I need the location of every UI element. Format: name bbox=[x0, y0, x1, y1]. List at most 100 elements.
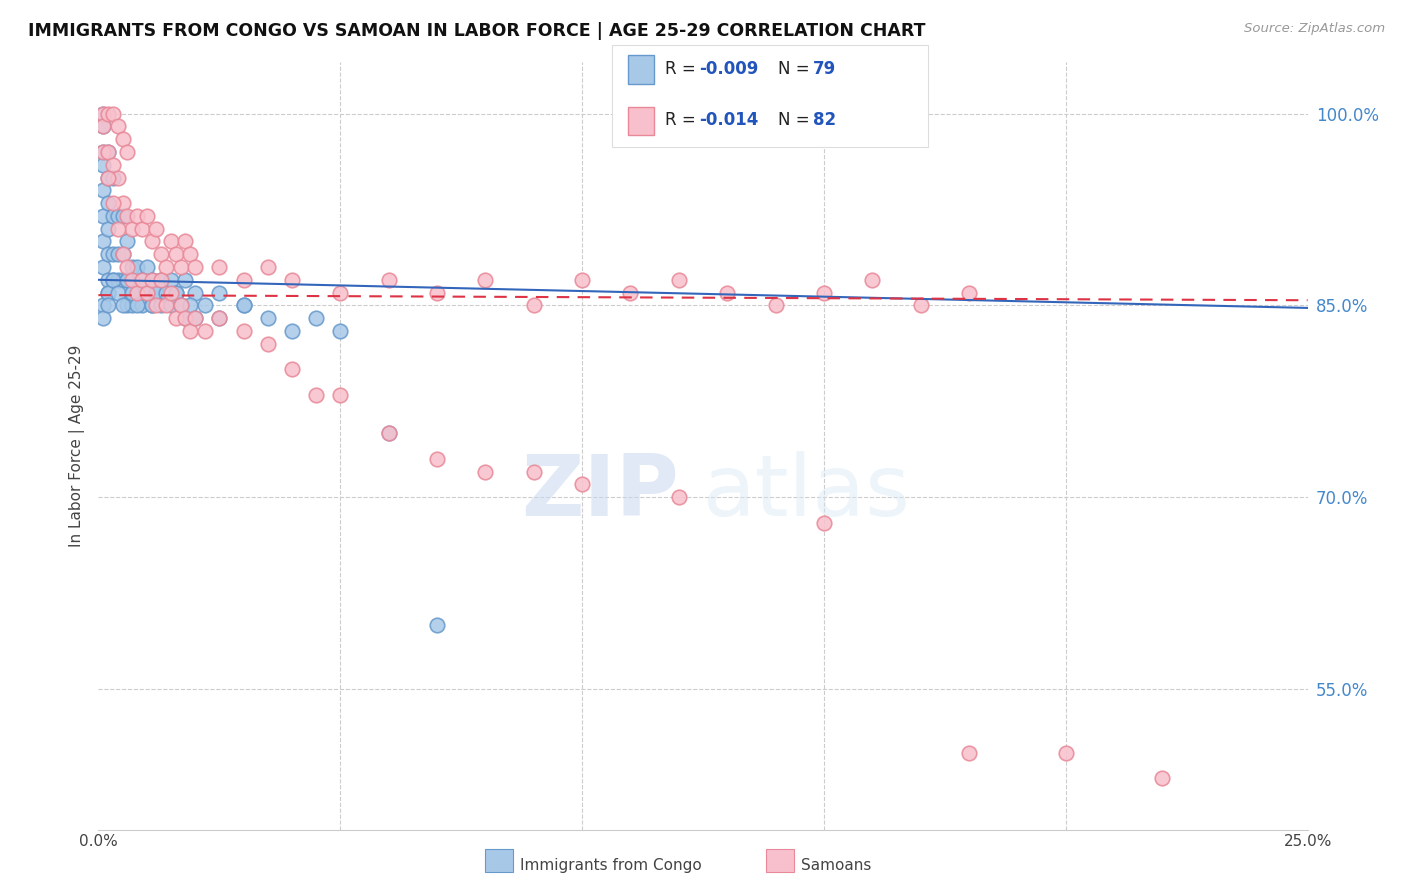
Point bbox=[97, 285, 120, 300]
Text: R =: R = bbox=[665, 60, 702, 78]
Point bbox=[329, 388, 352, 402]
Point bbox=[169, 298, 191, 312]
Y-axis label: In Labor Force | Age 25-29: In Labor Force | Age 25-29 bbox=[69, 345, 84, 547]
Text: IMMIGRANTS FROM CONGO VS SAMOAN IN LABOR FORCE | AGE 25-29 CORRELATION CHART: IMMIGRANTS FROM CONGO VS SAMOAN IN LABOR… bbox=[28, 22, 925, 40]
Point bbox=[131, 273, 153, 287]
Point bbox=[127, 285, 149, 300]
Point bbox=[305, 388, 328, 402]
Point bbox=[165, 285, 187, 300]
Point bbox=[232, 298, 254, 312]
Point bbox=[165, 311, 187, 326]
Point bbox=[208, 311, 231, 326]
Point bbox=[179, 324, 201, 338]
Point bbox=[97, 170, 120, 185]
Point bbox=[127, 285, 149, 300]
Point bbox=[107, 221, 129, 235]
Point bbox=[135, 209, 157, 223]
Point bbox=[97, 247, 120, 261]
Point bbox=[111, 132, 134, 146]
Point bbox=[160, 285, 183, 300]
Point bbox=[101, 170, 124, 185]
Text: 82: 82 bbox=[813, 112, 835, 129]
Point bbox=[174, 235, 197, 249]
Point bbox=[97, 196, 120, 211]
Point bbox=[91, 158, 114, 172]
Point bbox=[111, 196, 134, 211]
Point bbox=[101, 196, 124, 211]
Point bbox=[121, 221, 143, 235]
Point bbox=[329, 285, 352, 300]
Point bbox=[668, 490, 690, 504]
Point bbox=[174, 311, 197, 326]
Point bbox=[155, 298, 177, 312]
Point bbox=[1152, 772, 1174, 786]
Point bbox=[91, 106, 114, 120]
Point bbox=[141, 298, 163, 312]
Point bbox=[91, 106, 114, 120]
Point bbox=[813, 285, 835, 300]
Point bbox=[160, 298, 183, 312]
Text: N =: N = bbox=[778, 60, 814, 78]
Point bbox=[97, 221, 120, 235]
Point bbox=[107, 170, 129, 185]
Point bbox=[155, 260, 177, 274]
Point bbox=[716, 285, 738, 300]
Point bbox=[174, 311, 197, 326]
Point bbox=[117, 235, 139, 249]
Point bbox=[150, 247, 173, 261]
Point bbox=[232, 298, 254, 312]
Point bbox=[101, 106, 124, 120]
Point bbox=[121, 260, 143, 274]
Point bbox=[305, 311, 328, 326]
Point bbox=[127, 260, 149, 274]
Text: Samoans: Samoans bbox=[801, 858, 872, 872]
Point bbox=[426, 451, 449, 466]
Point bbox=[131, 221, 153, 235]
Point bbox=[860, 273, 883, 287]
Text: Source: ZipAtlas.com: Source: ZipAtlas.com bbox=[1244, 22, 1385, 36]
Point bbox=[97, 145, 120, 159]
Point bbox=[208, 260, 231, 274]
Point bbox=[160, 235, 183, 249]
Point bbox=[474, 273, 496, 287]
Point bbox=[107, 120, 129, 134]
Point bbox=[174, 273, 197, 287]
Point bbox=[91, 209, 114, 223]
Point bbox=[121, 285, 143, 300]
Text: Immigrants from Congo: Immigrants from Congo bbox=[520, 858, 702, 872]
Point bbox=[127, 209, 149, 223]
Point bbox=[111, 247, 134, 261]
Point bbox=[150, 273, 173, 287]
Point bbox=[111, 298, 134, 312]
Point bbox=[131, 298, 153, 312]
Point bbox=[377, 273, 399, 287]
Point bbox=[813, 516, 835, 530]
Point bbox=[208, 285, 231, 300]
Point bbox=[91, 145, 114, 159]
Point bbox=[111, 209, 134, 223]
Point bbox=[101, 247, 124, 261]
Point bbox=[179, 298, 201, 312]
Point bbox=[571, 273, 593, 287]
Point bbox=[256, 260, 278, 274]
Point bbox=[131, 273, 153, 287]
Point bbox=[101, 273, 124, 287]
Point bbox=[101, 209, 124, 223]
Point bbox=[145, 285, 167, 300]
Point bbox=[97, 298, 120, 312]
Text: ZIP: ZIP bbox=[522, 450, 679, 533]
Point bbox=[281, 324, 304, 338]
Point bbox=[97, 170, 120, 185]
Point bbox=[91, 311, 114, 326]
Point bbox=[184, 311, 207, 326]
Point bbox=[91, 120, 114, 134]
Point bbox=[194, 298, 217, 312]
Point bbox=[474, 465, 496, 479]
Point bbox=[141, 235, 163, 249]
Point bbox=[135, 285, 157, 300]
Point bbox=[111, 247, 134, 261]
Point bbox=[208, 311, 231, 326]
Point bbox=[101, 158, 124, 172]
Point bbox=[127, 298, 149, 312]
Point bbox=[107, 285, 129, 300]
